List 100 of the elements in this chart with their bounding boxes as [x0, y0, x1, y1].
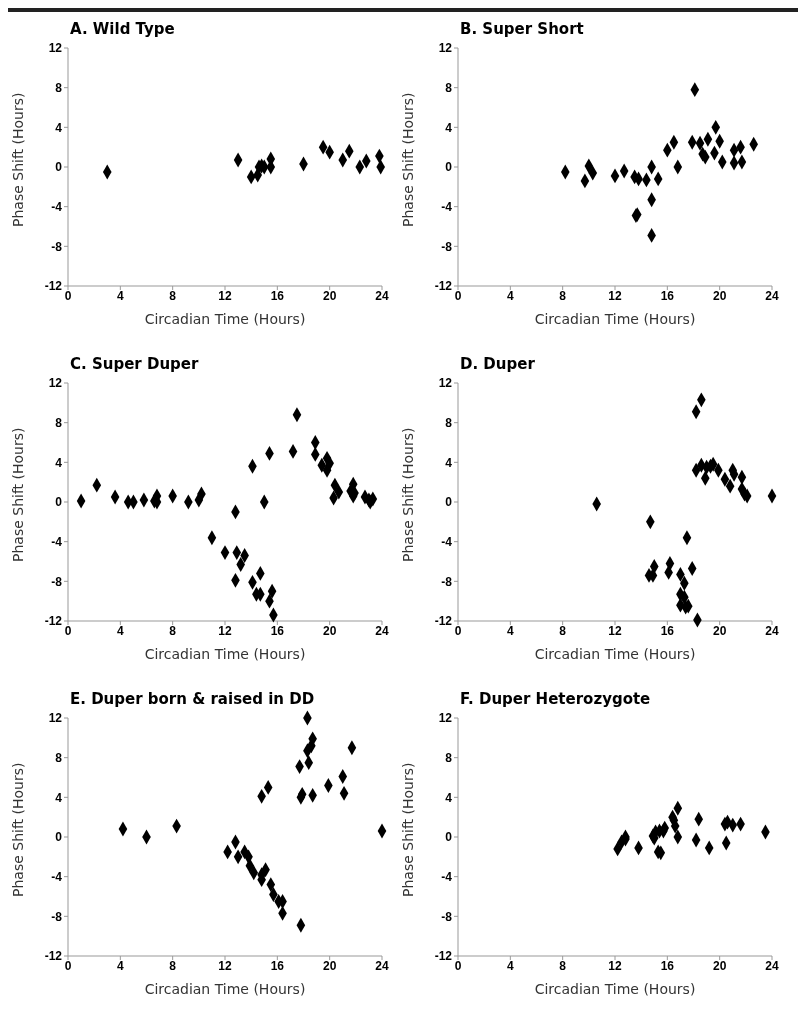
- y-tick-label: 4: [445, 455, 453, 470]
- y-tick-label: -4: [441, 199, 453, 214]
- y-axis-title: Phase Shift (Hours): [399, 427, 416, 562]
- y-tick-label: -8: [51, 239, 63, 254]
- y-tick-label: 0: [55, 160, 63, 175]
- x-tick-label: 4: [116, 289, 124, 303]
- x-tick-label: 0: [454, 959, 462, 973]
- y-tick-label: -8: [51, 574, 63, 589]
- x-axis-title: Circadian Time (Hours): [534, 311, 696, 327]
- y-tick-label: 4: [445, 120, 453, 135]
- x-tick-label: 0: [454, 624, 462, 638]
- y-tick-label: -4: [441, 534, 453, 549]
- x-tick-label: 20: [322, 289, 337, 303]
- x-axis-title: Circadian Time (Hours): [534, 646, 696, 662]
- x-axis-title: Circadian Time (Hours): [144, 646, 306, 662]
- x-tick-label: 12: [608, 624, 622, 638]
- y-axis-title: Phase Shift (Hours): [9, 762, 26, 897]
- chart-title: D. Duper: [459, 354, 536, 375]
- y-tick-label: -12: [434, 279, 453, 294]
- x-tick-label: 8: [559, 624, 567, 638]
- y-tick-label: -12: [44, 279, 63, 294]
- y-tick-label: -4: [51, 199, 63, 214]
- y-tick-label: 12: [48, 376, 63, 391]
- y-tick-label: 12: [438, 41, 453, 56]
- y-tick-label: 0: [445, 160, 453, 175]
- x-tick-label: 20: [712, 624, 727, 638]
- y-tick-label: 8: [55, 750, 63, 765]
- y-tick-label: 12: [48, 711, 63, 726]
- x-tick-label: 20: [712, 289, 727, 303]
- x-tick-label: 4: [116, 959, 124, 973]
- chart-title: E. Duper born & raised in DD: [69, 689, 316, 710]
- x-tick-label: 0: [454, 289, 462, 303]
- x-tick-label: 12: [218, 959, 232, 973]
- y-axis-title: Phase Shift (Hours): [399, 92, 416, 227]
- x-tick-label: 16: [660, 289, 675, 303]
- x-tick-label: 24: [375, 289, 389, 303]
- y-tick-label: 0: [445, 495, 453, 510]
- x-tick-label: 4: [116, 624, 124, 638]
- x-tick-label: 8: [559, 289, 567, 303]
- chart-title: F. Duper Heterozygote: [459, 689, 652, 710]
- x-tick-label: 24: [765, 289, 779, 303]
- x-tick-label: 12: [608, 289, 622, 303]
- y-tick-label: 8: [445, 415, 453, 430]
- x-tick-label: 16: [660, 624, 675, 638]
- y-tick-label: -4: [441, 869, 453, 884]
- y-tick-label: 4: [55, 790, 63, 805]
- chart-title: B. Super Short: [459, 19, 585, 40]
- x-tick-label: 8: [169, 959, 177, 973]
- y-tick-label: 4: [445, 790, 453, 805]
- chart-title: A. Wild Type: [69, 19, 176, 40]
- x-tick-label: 16: [270, 959, 285, 973]
- y-tick-label: 8: [55, 80, 63, 95]
- y-tick-label: 12: [438, 711, 453, 726]
- x-tick-label: 24: [375, 959, 389, 973]
- x-tick-label: 20: [322, 959, 337, 973]
- x-tick-label: 12: [218, 624, 232, 638]
- y-tick-label: -12: [44, 949, 63, 964]
- y-tick-label: 12: [438, 376, 453, 391]
- x-tick-label: 20: [322, 624, 337, 638]
- x-tick-label: 16: [270, 624, 285, 638]
- x-tick-label: 12: [608, 959, 622, 973]
- x-tick-label: 16: [660, 959, 675, 973]
- x-axis-title: Circadian Time (Hours): [534, 981, 696, 997]
- y-tick-label: 4: [55, 455, 63, 470]
- y-tick-label: 0: [55, 495, 63, 510]
- y-axis-title: Phase Shift (Hours): [9, 92, 26, 227]
- y-tick-label: -8: [441, 909, 453, 924]
- x-tick-label: 24: [375, 624, 389, 638]
- x-tick-label: 8: [169, 289, 177, 303]
- y-axis-title: Phase Shift (Hours): [399, 762, 416, 897]
- y-tick-label: -8: [51, 909, 63, 924]
- y-tick-label: 0: [445, 830, 453, 845]
- x-tick-label: 8: [559, 959, 567, 973]
- x-tick-label: 24: [765, 624, 779, 638]
- x-tick-label: 16: [270, 289, 285, 303]
- x-tick-label: 4: [506, 624, 514, 638]
- y-tick-label: -12: [434, 949, 453, 964]
- y-tick-label: -4: [51, 869, 63, 884]
- y-tick-label: 8: [55, 415, 63, 430]
- y-tick-label: -8: [441, 574, 453, 589]
- chart-title: C. Super Duper: [69, 354, 200, 375]
- x-tick-label: 4: [506, 289, 514, 303]
- y-tick-label: 0: [55, 830, 63, 845]
- x-tick-label: 0: [64, 959, 72, 973]
- x-tick-label: 20: [712, 959, 727, 973]
- y-tick-label: -8: [441, 239, 453, 254]
- y-tick-label: -12: [434, 614, 453, 629]
- x-tick-label: 0: [64, 624, 72, 638]
- y-tick-label: -12: [44, 614, 63, 629]
- x-axis-title: Circadian Time (Hours): [144, 981, 306, 997]
- y-axis-title: Phase Shift (Hours): [9, 427, 26, 562]
- y-tick-label: 4: [55, 120, 63, 135]
- x-tick-label: 0: [64, 289, 72, 303]
- x-tick-label: 8: [169, 624, 177, 638]
- y-tick-label: 12: [48, 41, 63, 56]
- x-axis-title: Circadian Time (Hours): [144, 311, 306, 327]
- x-tick-label: 24: [765, 959, 779, 973]
- x-tick-label: 12: [218, 289, 232, 303]
- y-tick-label: 8: [445, 750, 453, 765]
- y-tick-label: -4: [51, 534, 63, 549]
